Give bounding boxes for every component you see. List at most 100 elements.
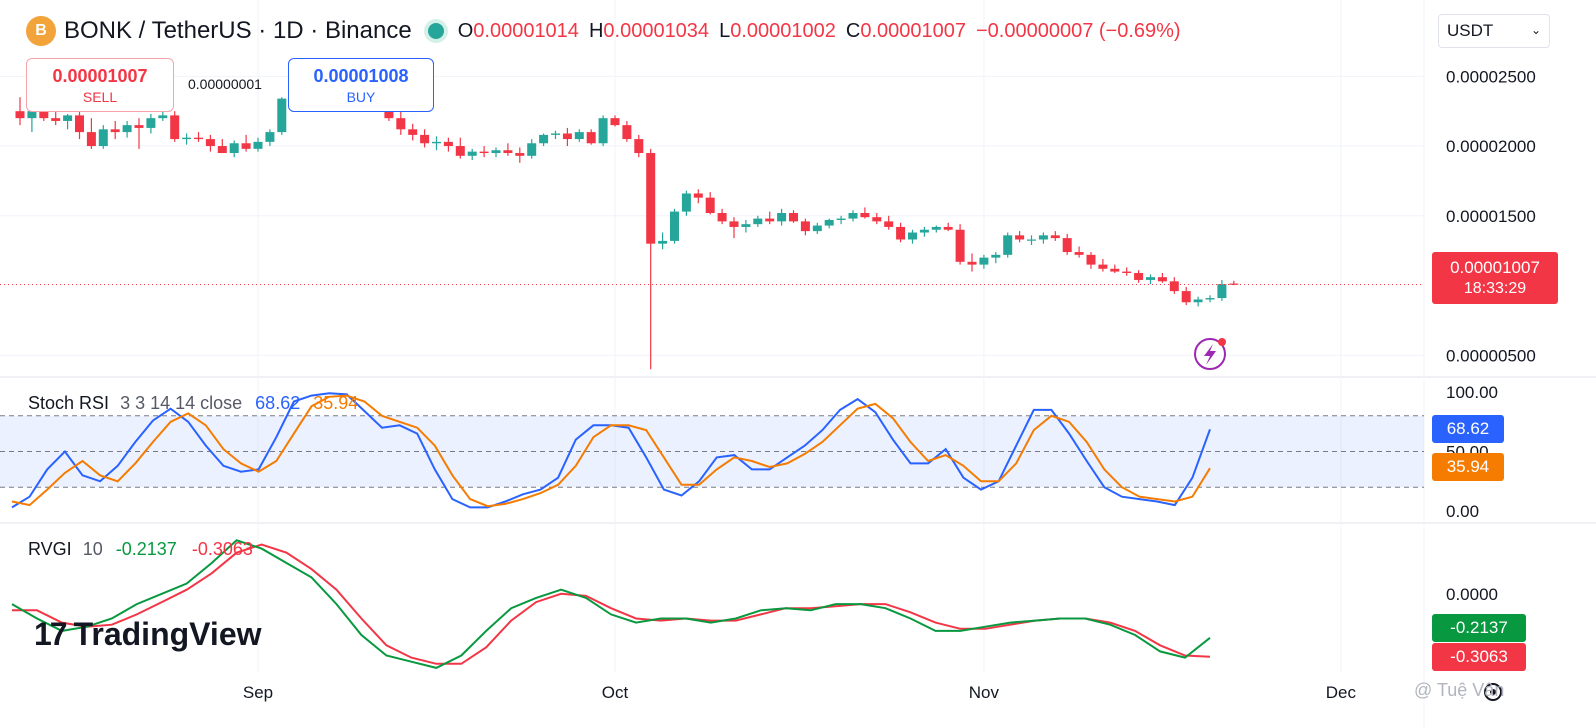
candle[interactable] bbox=[1074, 246, 1084, 258]
candle[interactable] bbox=[908, 229, 917, 244]
candle[interactable] bbox=[681, 190, 691, 216]
candle[interactable] bbox=[86, 118, 96, 149]
candle[interactable] bbox=[241, 134, 251, 152]
candle[interactable] bbox=[705, 192, 715, 215]
rvgi-signal-line[interactable] bbox=[12, 543, 1211, 665]
candle[interactable] bbox=[1157, 272, 1167, 283]
candle[interactable] bbox=[217, 139, 227, 154]
candle[interactable] bbox=[110, 120, 120, 140]
candle[interactable] bbox=[396, 111, 406, 135]
candle[interactable] bbox=[1122, 267, 1132, 276]
candle[interactable] bbox=[15, 97, 25, 126]
candle[interactable] bbox=[182, 133, 192, 145]
candle[interactable] bbox=[741, 219, 751, 233]
candle[interactable] bbox=[658, 232, 668, 250]
candle[interactable] bbox=[800, 218, 810, 236]
candle[interactable] bbox=[872, 213, 882, 225]
candle[interactable] bbox=[479, 146, 489, 158]
gear-icon[interactable] bbox=[1484, 683, 1502, 701]
candle[interactable] bbox=[919, 226, 929, 237]
candle[interactable] bbox=[1110, 264, 1120, 273]
candle[interactable] bbox=[574, 129, 584, 142]
candle[interactable] bbox=[253, 137, 263, 152]
candle[interactable] bbox=[1217, 279, 1227, 301]
candle[interactable] bbox=[491, 147, 501, 158]
candle[interactable] bbox=[646, 148, 656, 370]
candle[interactable] bbox=[432, 136, 441, 151]
candle[interactable] bbox=[122, 120, 132, 138]
candle[interactable] bbox=[562, 127, 572, 147]
candle[interactable] bbox=[1027, 235, 1036, 246]
stoch-rsi-legend[interactable]: Stoch RSI 3 3 14 14 close 68.62 35.94 bbox=[28, 393, 358, 414]
candle[interactable] bbox=[277, 97, 287, 135]
alert-bolt-icon[interactable] bbox=[1194, 338, 1226, 370]
candle[interactable] bbox=[967, 253, 977, 272]
candle[interactable] bbox=[146, 113, 156, 134]
candle[interactable] bbox=[503, 143, 513, 156]
candle[interactable] bbox=[1086, 252, 1096, 269]
candle[interactable] bbox=[586, 129, 596, 145]
rvgi-pane[interactable] bbox=[11, 539, 1211, 669]
candle[interactable] bbox=[194, 132, 203, 142]
sell-button[interactable]: 0.00001007 SELL bbox=[26, 58, 174, 112]
candle[interactable] bbox=[765, 211, 775, 225]
candle[interactable] bbox=[229, 140, 239, 158]
candle[interactable] bbox=[622, 120, 632, 142]
candle[interactable] bbox=[836, 215, 846, 225]
candle[interactable] bbox=[1003, 232, 1013, 258]
rvgi-line[interactable] bbox=[11, 539, 1211, 669]
candle[interactable] bbox=[551, 130, 560, 140]
candle[interactable] bbox=[729, 217, 739, 239]
candle[interactable] bbox=[408, 123, 418, 141]
candle[interactable] bbox=[777, 208, 787, 226]
candle[interactable] bbox=[98, 125, 108, 149]
candle[interactable] bbox=[991, 252, 1001, 264]
candle[interactable] bbox=[1169, 277, 1179, 294]
buy-button[interactable]: 0.00001008 BUY bbox=[288, 58, 434, 112]
price-pane[interactable] bbox=[0, 76, 1424, 370]
candle[interactable] bbox=[634, 134, 644, 158]
candle[interactable] bbox=[1015, 231, 1025, 243]
candle[interactable] bbox=[789, 210, 798, 223]
candle[interactable] bbox=[824, 218, 834, 229]
candle[interactable] bbox=[598, 115, 608, 147]
candle[interactable] bbox=[717, 208, 727, 225]
candle[interactable] bbox=[1181, 286, 1191, 306]
candle[interactable] bbox=[170, 111, 180, 142]
candle[interactable] bbox=[467, 148, 477, 160]
candle[interactable] bbox=[205, 134, 215, 152]
stoch-rsi-pane[interactable] bbox=[0, 392, 1424, 509]
candle[interactable] bbox=[420, 129, 430, 148]
candle[interactable] bbox=[812, 222, 822, 234]
rvgi-legend[interactable]: RVGI 10 -0.2137 -0.3063 bbox=[28, 539, 253, 560]
tradingview-watermark[interactable]: 17 TradingView bbox=[34, 616, 262, 653]
candle[interactable] bbox=[539, 133, 549, 147]
candle[interactable] bbox=[515, 147, 525, 163]
symbol-title[interactable]: BONK / TetherUS · 1D · Binance bbox=[64, 17, 412, 44]
candle[interactable] bbox=[670, 208, 679, 244]
candle[interactable] bbox=[63, 113, 73, 130]
candle[interactable] bbox=[1050, 231, 1060, 241]
candle[interactable] bbox=[610, 115, 620, 127]
candle[interactable] bbox=[955, 224, 965, 265]
candle[interactable] bbox=[884, 215, 894, 230]
candle[interactable] bbox=[455, 137, 465, 159]
candle[interactable] bbox=[1098, 259, 1108, 272]
candle[interactable] bbox=[265, 129, 275, 147]
candle[interactable] bbox=[443, 137, 453, 152]
candle[interactable] bbox=[1062, 233, 1072, 255]
candle[interactable] bbox=[527, 139, 537, 159]
candle[interactable] bbox=[860, 207, 870, 219]
candle[interactable] bbox=[1229, 280, 1239, 286]
candle[interactable] bbox=[1134, 270, 1144, 283]
candle[interactable] bbox=[1146, 274, 1155, 285]
currency-select[interactable]: USDT ⌄ bbox=[1438, 14, 1550, 48]
stoch-d-line[interactable] bbox=[11, 394, 1211, 508]
candle[interactable] bbox=[134, 118, 144, 149]
candle[interactable] bbox=[931, 225, 941, 233]
candle[interactable] bbox=[693, 189, 703, 204]
candle[interactable] bbox=[753, 215, 763, 227]
candle[interactable] bbox=[979, 254, 989, 269]
candle[interactable] bbox=[1205, 295, 1215, 303]
